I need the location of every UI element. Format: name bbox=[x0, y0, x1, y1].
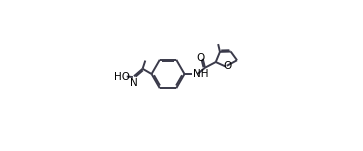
Text: O: O bbox=[223, 61, 231, 71]
Text: NH: NH bbox=[193, 69, 208, 79]
Text: N: N bbox=[130, 78, 138, 88]
Text: O: O bbox=[196, 53, 205, 63]
Text: HO: HO bbox=[114, 72, 130, 82]
